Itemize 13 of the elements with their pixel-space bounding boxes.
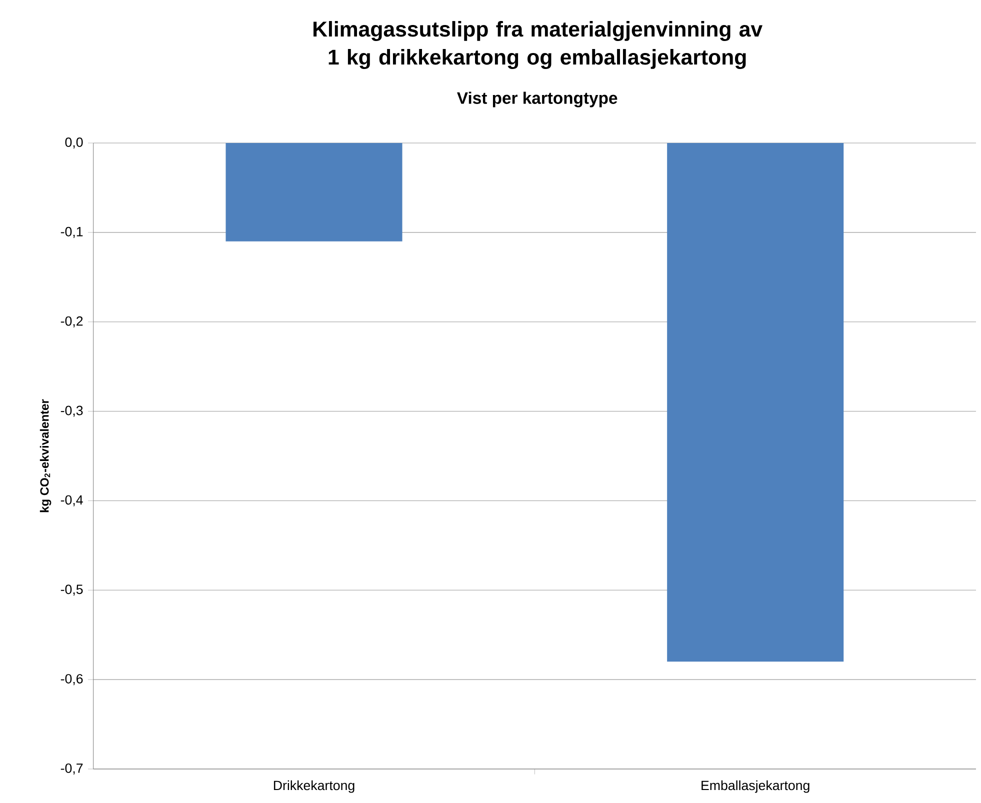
y-tick-label: 0,0 — [65, 138, 83, 149]
x-tick-label: Emballasjekartong — [702, 780, 810, 793]
y-tick-label: -0,4 — [60, 495, 83, 506]
y-tick-label: -0,6 — [60, 674, 83, 686]
y-tick-label: -0,2 — [60, 316, 83, 328]
y-tick-label: -0,3 — [60, 406, 83, 417]
y-tick-label: -0,1 — [60, 226, 83, 238]
y-axis-title: kg CO$_{2}$-ekvivalenter — [40, 399, 52, 512]
x-tick-label: Drikkekartong — [274, 780, 354, 793]
y-tick-label: -0,5 — [60, 584, 83, 596]
chart-title: Klimagassutslipp fra materialgjenvinning av 1 kg drikkekartong og emballasjekartong — [314, 21, 762, 70]
chart-subtitle: Vist per kartongtype — [457, 92, 618, 108]
y-tick-label: -0,7 — [60, 763, 83, 775]
